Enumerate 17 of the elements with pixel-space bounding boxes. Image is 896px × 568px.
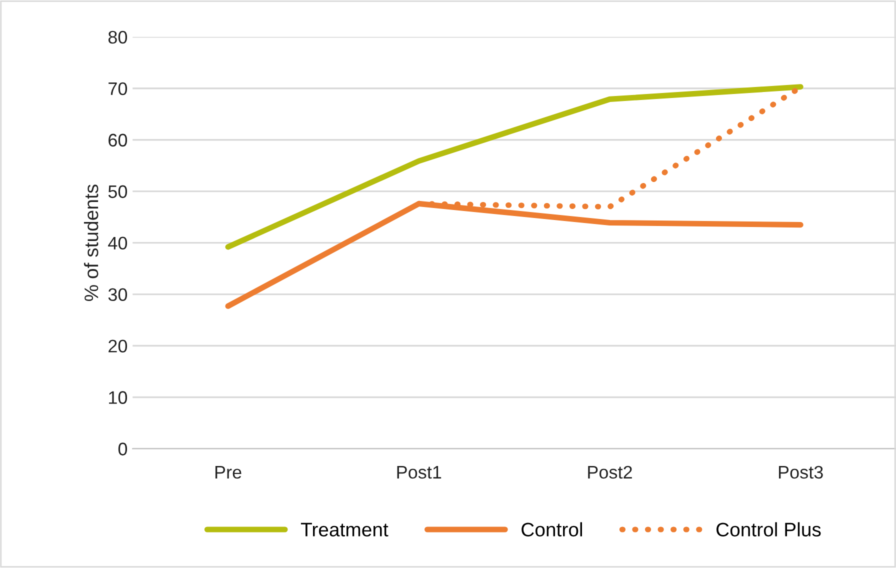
y-tick-label: 80 bbox=[108, 30, 128, 44]
y-axis-title: % of students bbox=[84, 184, 98, 302]
y-tick-label: 40 bbox=[108, 236, 128, 250]
legend-label: Treatment bbox=[300, 522, 388, 537]
legend-label: Control bbox=[522, 522, 582, 537]
y-tick-label: 20 bbox=[108, 340, 128, 352]
y-tick-label: 60 bbox=[108, 134, 128, 147]
x-tick-label: Post1 bbox=[397, 466, 442, 479]
y-tick-label: 0 bbox=[118, 442, 128, 456]
y-tick-label: 50 bbox=[108, 185, 128, 198]
legend-label: Control Plus bbox=[716, 522, 821, 537]
y-tick-label: 70 bbox=[108, 82, 128, 96]
x-tick-label: Post3 bbox=[778, 466, 823, 479]
x-tick-label: Post2 bbox=[588, 466, 632, 479]
y-tick-label: 10 bbox=[109, 391, 128, 404]
x-tick-label: Pre bbox=[215, 466, 242, 479]
y-tick-label: 30 bbox=[108, 288, 128, 302]
